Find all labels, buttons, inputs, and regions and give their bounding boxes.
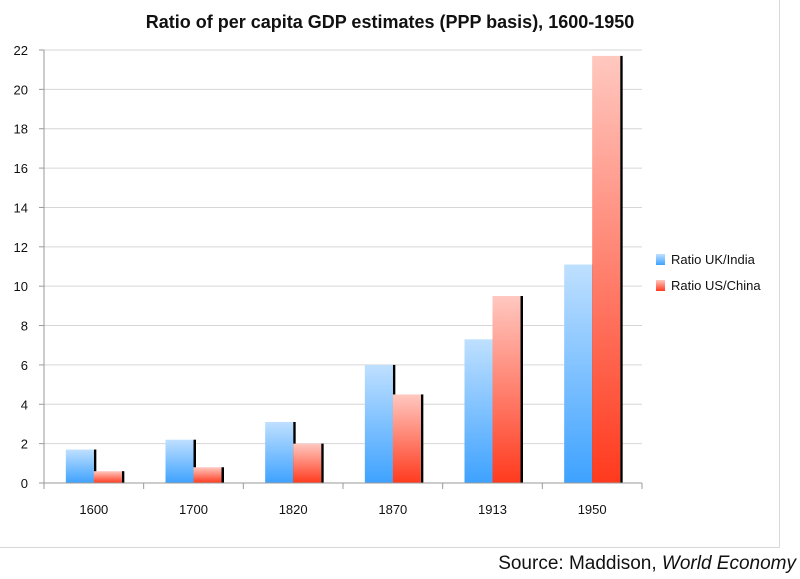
y-tick-label: 4 [21, 397, 28, 412]
axes [43, 50, 642, 484]
bars [65, 55, 623, 484]
x-tick-label: 1870 [378, 502, 407, 517]
chart-frame: Ratio of per capita GDP estimates (PPP b… [0, 0, 780, 548]
y-tick-label: 0 [21, 476, 28, 491]
y-tick-label: 8 [21, 319, 28, 334]
bar-shadow [321, 443, 324, 483]
bar-uk-india-1913 [464, 339, 493, 483]
bar-shadow [93, 449, 97, 483]
bar-shadow [620, 55, 623, 484]
source-prefix: Source: Maddison, [498, 553, 662, 574]
bar-us-china-1870 [392, 394, 421, 483]
grid-lines [44, 49, 642, 445]
y-tick-label: 2 [21, 437, 28, 452]
bar-uk-india-1600 [65, 449, 94, 483]
bar-uk-india-1700 [165, 439, 194, 483]
x-tick-label: 1950 [578, 502, 607, 517]
bar-shadow [520, 296, 523, 483]
chart-title: Ratio of per capita GDP estimates (PPP b… [146, 12, 635, 32]
source-caption: Source: Maddison, World Economy [498, 553, 796, 575]
bar-us-china-1820 [293, 443, 322, 483]
x-tick-label: 1600 [79, 502, 108, 517]
legend-label-1: Ratio US/China [671, 278, 761, 293]
bar-shadow [193, 439, 196, 483]
bar-uk-india-1950 [564, 264, 593, 483]
y-tick-label: 22 [14, 43, 28, 58]
bar-us-china-1600 [93, 471, 122, 483]
legend: Ratio UK/India Ratio US/China [656, 252, 761, 293]
y-tick-label: 20 [14, 82, 28, 97]
legend-swatch-0 [656, 254, 665, 265]
x-tick-label: 1820 [279, 502, 308, 517]
bar-shadow [221, 467, 224, 483]
x-tick-label: 1913 [478, 502, 507, 517]
bar-uk-india-1820 [265, 421, 294, 483]
legend-swatch-1 [656, 280, 665, 291]
y-tick-label: 14 [14, 200, 28, 215]
y-tick-label: 12 [14, 240, 28, 255]
bar-shadow [420, 394, 424, 483]
bar-uk-india-1870 [364, 364, 393, 483]
y-tick-label: 18 [14, 122, 28, 137]
source-work: World Economy [661, 553, 796, 574]
bar-us-china-1950 [592, 55, 621, 484]
bar-us-china-1913 [492, 296, 521, 483]
y-tick-label: 16 [14, 161, 28, 176]
bar-us-china-1700 [193, 467, 222, 483]
y-tick-label: 10 [14, 279, 28, 294]
y-tick-label: 6 [21, 358, 28, 373]
bar-shadow [121, 471, 125, 483]
y-axis-ticks: 0 2 4 6 8 10 12 14 16 18 20 22 [14, 43, 44, 491]
x-tick-label: 1700 [179, 502, 208, 517]
legend-label-0: Ratio UK/India [671, 252, 756, 267]
bar-chart: Ratio of per capita GDP estimates (PPP b… [14, 12, 762, 517]
x-axis-ticks: 1600 1700 1820 1870 1913 1950 [43, 483, 643, 517]
